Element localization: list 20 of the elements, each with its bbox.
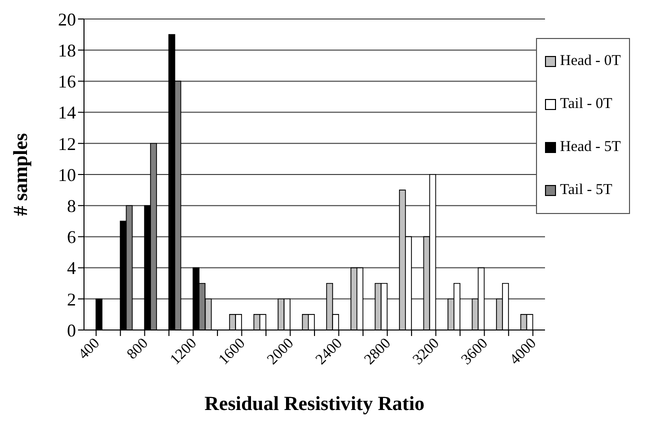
y-tick-label: 16 — [58, 72, 76, 92]
y-tick-label: 18 — [58, 40, 76, 60]
y-tick-label: 2 — [67, 289, 76, 310]
y-tick-label: 6 — [67, 227, 76, 248]
y-tick-label: 10 — [58, 164, 76, 185]
y-tick-label: 8 — [67, 196, 76, 216]
x-tick-label: 800 — [124, 336, 152, 363]
y-tick-label: 0 — [67, 320, 76, 340]
x-tick-label: 400 — [76, 336, 103, 363]
x-axis-title: Residual Resistivity Ratio — [204, 393, 424, 415]
legend-label: Tail - 0T — [560, 96, 612, 113]
x-tick-label: 4000 — [507, 336, 540, 368]
legend-label: Head - 5T — [560, 139, 621, 156]
y-axis-title: # samples — [10, 132, 32, 216]
y-tick-label: 14 — [58, 102, 76, 123]
y-tick-label: 20 — [58, 9, 76, 30]
y-tick-label: 4 — [67, 258, 76, 278]
legend-label: Head - 0T — [560, 53, 621, 70]
y-tick-label: 12 — [58, 134, 76, 154]
legend-label: Tail - 5T — [560, 182, 612, 199]
